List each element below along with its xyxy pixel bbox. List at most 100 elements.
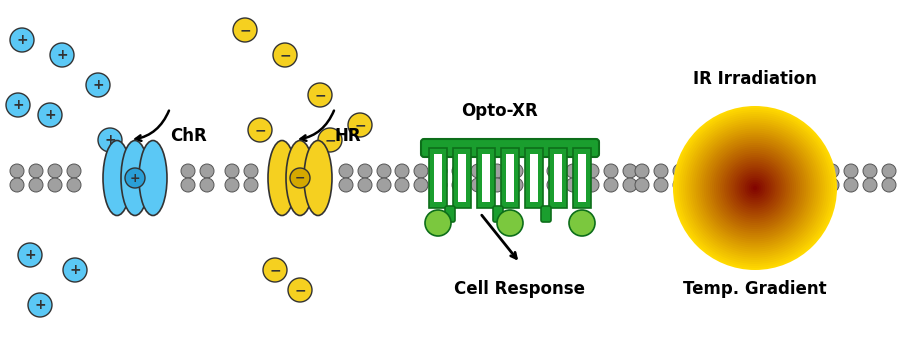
Text: +: + — [92, 78, 104, 92]
Circle shape — [585, 164, 599, 178]
Circle shape — [692, 178, 706, 192]
Bar — [573, 148, 591, 208]
FancyBboxPatch shape — [493, 206, 503, 222]
Circle shape — [696, 129, 814, 247]
Circle shape — [604, 164, 618, 178]
Circle shape — [200, 164, 214, 178]
Circle shape — [744, 178, 765, 198]
Circle shape — [882, 164, 896, 178]
Circle shape — [585, 178, 599, 192]
Circle shape — [730, 178, 744, 192]
Circle shape — [635, 164, 649, 178]
Circle shape — [29, 178, 43, 192]
Circle shape — [718, 151, 792, 225]
Circle shape — [308, 83, 332, 107]
Bar — [482, 154, 490, 202]
Bar — [525, 148, 543, 208]
Bar — [458, 154, 466, 202]
Circle shape — [724, 157, 786, 219]
Circle shape — [125, 168, 145, 188]
Circle shape — [181, 178, 195, 192]
Circle shape — [358, 178, 372, 192]
Circle shape — [654, 164, 668, 178]
Text: Opto-XR: Opto-XR — [462, 102, 538, 120]
Circle shape — [730, 164, 744, 178]
Circle shape — [714, 147, 796, 229]
Circle shape — [742, 176, 768, 200]
Text: −: − — [254, 123, 266, 137]
Circle shape — [566, 178, 580, 192]
Circle shape — [395, 178, 409, 192]
Circle shape — [288, 278, 312, 302]
Circle shape — [692, 164, 706, 178]
Circle shape — [711, 164, 725, 178]
Circle shape — [18, 243, 42, 267]
Text: Cell Response: Cell Response — [454, 280, 586, 298]
Circle shape — [490, 164, 504, 178]
Bar — [554, 154, 562, 202]
Circle shape — [739, 172, 771, 204]
Circle shape — [273, 43, 297, 67]
Circle shape — [566, 164, 580, 178]
Circle shape — [225, 164, 239, 178]
Circle shape — [741, 174, 770, 202]
Bar — [578, 154, 586, 202]
Bar — [549, 148, 567, 208]
Text: −: − — [279, 48, 291, 62]
Circle shape — [10, 28, 34, 52]
Circle shape — [654, 178, 668, 192]
Circle shape — [726, 159, 784, 217]
Circle shape — [50, 43, 74, 67]
Circle shape — [706, 139, 805, 237]
Text: Temp. Gradient: Temp. Gradient — [683, 280, 827, 298]
Circle shape — [414, 178, 428, 192]
Circle shape — [844, 178, 858, 192]
Circle shape — [698, 131, 813, 246]
Text: +: + — [13, 98, 23, 112]
Circle shape — [685, 118, 824, 258]
Circle shape — [244, 164, 258, 178]
Circle shape — [200, 178, 214, 192]
Circle shape — [528, 164, 542, 178]
Circle shape — [377, 164, 391, 178]
Circle shape — [433, 178, 447, 192]
Bar — [530, 154, 538, 202]
Circle shape — [749, 178, 763, 192]
Text: +: + — [34, 298, 46, 312]
Bar — [501, 148, 519, 208]
Circle shape — [673, 164, 687, 178]
Circle shape — [787, 164, 801, 178]
Circle shape — [395, 164, 409, 178]
Circle shape — [48, 178, 62, 192]
Circle shape — [263, 258, 287, 282]
Text: −: − — [295, 171, 305, 185]
Circle shape — [733, 166, 778, 211]
Circle shape — [318, 128, 342, 152]
Text: −: − — [269, 263, 281, 277]
Circle shape — [689, 122, 821, 253]
Circle shape — [731, 163, 779, 213]
Circle shape — [702, 135, 808, 241]
Circle shape — [635, 178, 649, 192]
Circle shape — [734, 167, 776, 208]
Circle shape — [787, 178, 801, 192]
Circle shape — [707, 141, 802, 235]
Text: −: − — [355, 118, 365, 132]
Circle shape — [722, 155, 788, 221]
Text: −: − — [294, 283, 306, 297]
FancyBboxPatch shape — [421, 139, 599, 157]
Circle shape — [623, 178, 637, 192]
Ellipse shape — [286, 140, 314, 216]
Circle shape — [825, 164, 839, 178]
Circle shape — [10, 178, 24, 192]
Circle shape — [728, 161, 781, 215]
Circle shape — [248, 118, 272, 142]
Circle shape — [225, 178, 239, 192]
Circle shape — [528, 178, 542, 192]
Circle shape — [38, 103, 62, 127]
Text: −: − — [239, 23, 251, 37]
FancyBboxPatch shape — [541, 206, 551, 222]
Circle shape — [712, 145, 798, 231]
Circle shape — [339, 164, 353, 178]
Circle shape — [736, 170, 773, 206]
